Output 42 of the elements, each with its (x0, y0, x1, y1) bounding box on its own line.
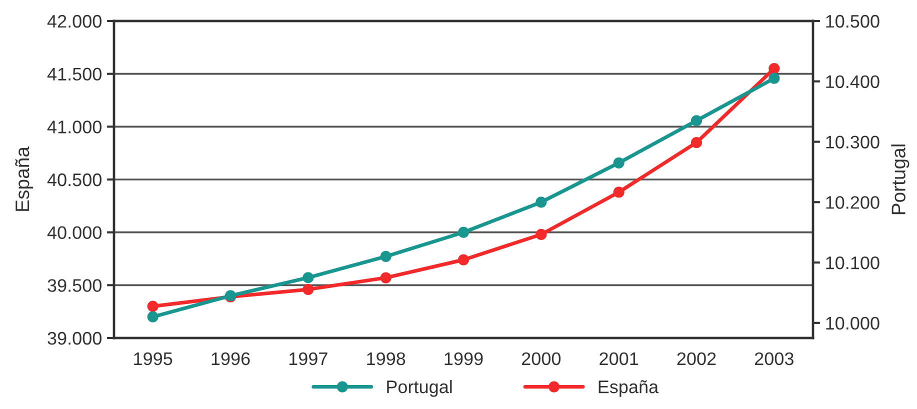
y-tick-label: 39.000 (48, 332, 102, 345)
point (458, 254, 470, 266)
point (768, 72, 780, 84)
point (147, 300, 158, 312)
point (302, 284, 314, 295)
y2-tick-label: 10.400 (826, 75, 880, 88)
y-axis-title: España (15, 146, 34, 211)
y-tick-label: 40.000 (47, 226, 102, 240)
point (536, 196, 547, 208)
point (380, 250, 392, 262)
x-tick-label: 1998 (367, 352, 406, 366)
x-tick-label: 1996 (212, 352, 250, 366)
y2-axis-title: Portugal (891, 144, 910, 214)
x-tick-label: 2002 (677, 352, 716, 366)
point (458, 226, 470, 238)
y-tick-label: 41.500 (47, 68, 102, 81)
y2-tick-label: 10.200 (826, 196, 880, 209)
point (690, 115, 702, 126)
x-tick-label: 2003 (754, 352, 794, 366)
y2-tick-label: 10.500 (826, 14, 880, 28)
y-tick-label: 40.500 (47, 173, 102, 186)
x-tick-label: 2001 (600, 352, 638, 366)
point (613, 157, 624, 168)
y-tick-label: 41.000 (47, 120, 102, 134)
x-tick-label: 2000 (522, 352, 561, 366)
x-tick-label: 1995 (134, 352, 172, 366)
point (768, 62, 780, 74)
legend-label: España (598, 380, 659, 397)
y2-tick-label: 10.100 (826, 256, 880, 270)
point (302, 272, 314, 284)
x-tick-label: 1999 (444, 352, 483, 366)
x-tick-label: 1997 (289, 352, 328, 366)
point (690, 136, 702, 148)
point (613, 186, 624, 198)
y2-tick-label: 10.000 (826, 316, 880, 330)
y-tick-label: 39.500 (48, 279, 102, 292)
y2-tick-label: 10.300 (826, 136, 880, 148)
point (147, 311, 158, 322)
y-tick-label: 42.000 (47, 14, 102, 28)
legend-label: Portugal (387, 380, 452, 397)
point (380, 272, 392, 284)
point (536, 228, 547, 240)
